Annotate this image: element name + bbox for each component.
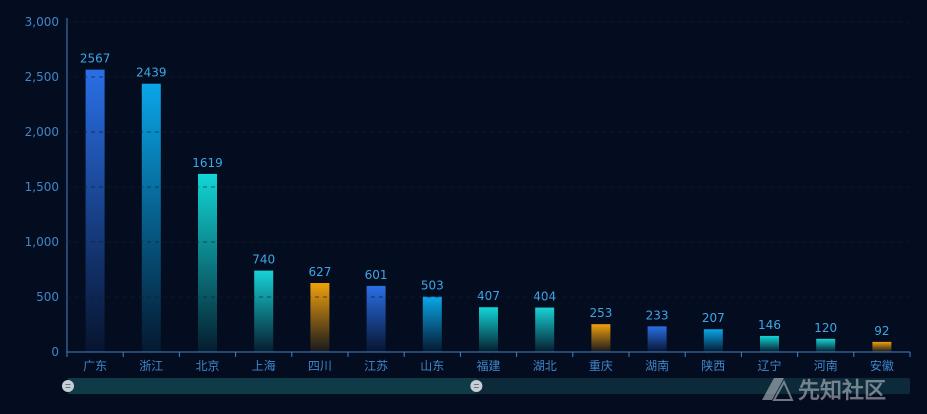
x-tick-label: 四川 xyxy=(308,359,332,373)
x-axis: 广东 浙江 北京 上海 四川 江苏 山东 福建 湖北 重庆 湖南 陕西 辽宁 河南 安徽 xyxy=(66,351,911,373)
data-label: 253 xyxy=(589,306,612,320)
slider-handle-right[interactable] xyxy=(470,380,483,392)
x-tick-label: 福建 xyxy=(476,358,500,373)
data-label: 2567 xyxy=(80,52,111,66)
bar[interactable] xyxy=(479,307,498,352)
data-label: 2439 xyxy=(136,66,167,80)
data-label: 207 xyxy=(702,311,725,325)
bar[interactable] xyxy=(760,335,779,352)
data-label: 627 xyxy=(308,265,331,279)
bars xyxy=(85,69,892,353)
y-tick-label: 500 xyxy=(36,290,59,304)
bar[interactable] xyxy=(310,283,330,352)
data-label: 503 xyxy=(421,279,444,293)
data-labels: 2567 2439 1619 740 627 601 503 407 404 253 233 207 1… xyxy=(67,21,910,338)
bar[interactable] xyxy=(198,173,217,352)
data-label: 601 xyxy=(365,268,388,282)
y-tick-label: 3,000 xyxy=(25,15,59,29)
x-tick-label: 北京 xyxy=(195,359,219,373)
slider-handle-left[interactable] xyxy=(62,380,74,392)
bar[interactable] xyxy=(703,329,723,352)
bar[interactable] xyxy=(591,324,611,352)
bar[interactable] xyxy=(422,296,442,352)
x-tick-label: 河南 xyxy=(814,358,838,373)
x-tick-label: 辽宁 xyxy=(757,358,781,373)
y-tick-label: 1,000 xyxy=(25,235,59,249)
bar[interactable] xyxy=(816,338,836,352)
data-label: 1619 xyxy=(192,156,223,170)
y-axis: 0 500 1,000 1,500 2,000 2,500 3,000 xyxy=(25,15,68,359)
y-tick-label: 2,000 xyxy=(25,125,59,139)
y-tick-label: 0 xyxy=(51,345,59,359)
x-tick-label: 广东 xyxy=(83,359,107,373)
y-tick-label: 2,500 xyxy=(25,70,59,84)
bar[interactable] xyxy=(254,270,274,352)
y-tick-label: 1,500 xyxy=(25,180,59,194)
data-label: 404 xyxy=(533,290,556,304)
x-tick-label: 江苏 xyxy=(364,359,388,373)
bar[interactable] xyxy=(872,341,892,352)
data-label: 233 xyxy=(646,308,669,322)
data-zoom-slider[interactable] xyxy=(62,378,910,394)
data-label: 146 xyxy=(758,318,781,332)
watermark-text: 先知社区 xyxy=(798,378,886,404)
slider-selected-range[interactable] xyxy=(68,378,477,394)
x-tick-label: 安徽 xyxy=(870,358,894,373)
x-tick-label: 浙江 xyxy=(139,359,163,373)
data-label: 407 xyxy=(477,289,500,303)
data-label: 120 xyxy=(814,321,837,335)
bar[interactable] xyxy=(85,69,105,352)
x-tick-label: 上海 xyxy=(252,358,276,373)
data-label: 92 xyxy=(874,324,889,338)
bar[interactable] xyxy=(535,307,555,352)
data-label: 740 xyxy=(252,253,275,267)
x-tick-label: 重庆 xyxy=(589,359,613,373)
x-tick-label: 陕西 xyxy=(701,358,725,373)
bar[interactable] xyxy=(141,83,161,353)
x-tick-label: 湖南 xyxy=(645,358,669,373)
watermark: 先知社区 xyxy=(762,378,886,404)
x-tick-label: 山东 xyxy=(420,359,444,373)
x-tick-label: 湖北 xyxy=(533,358,557,373)
site-logo-icon xyxy=(762,378,794,401)
bar[interactable] xyxy=(366,285,386,352)
bar[interactable] xyxy=(647,326,667,352)
